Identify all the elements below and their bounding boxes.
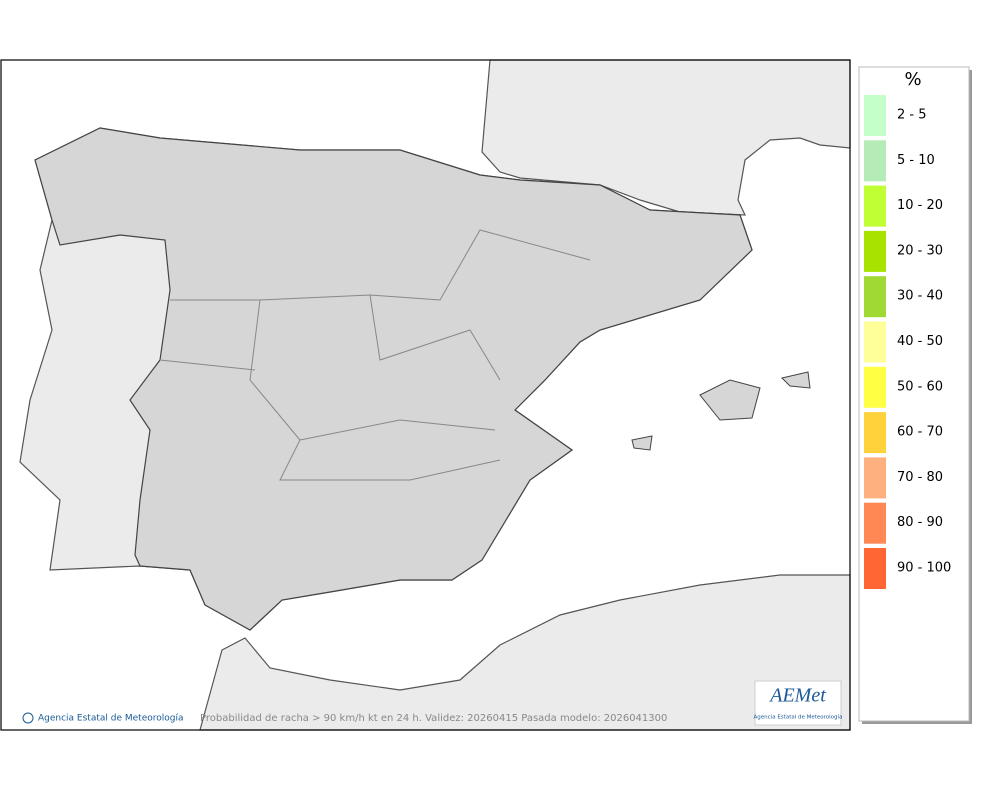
legend-label: 2 - 5 bbox=[897, 108, 927, 123]
map: Agencia Estatal de Meteorología Probabil… bbox=[0, 59, 851, 731]
legend-swatch bbox=[864, 140, 886, 182]
copyright-icon bbox=[22, 712, 34, 724]
logo-box bbox=[754, 680, 842, 726]
legend-label: 90 - 100 bbox=[897, 561, 951, 576]
region-borders bbox=[159, 229, 591, 481]
legend-label: 5 - 10 bbox=[897, 153, 935, 168]
legend-swatch bbox=[864, 366, 886, 408]
legend-swatch bbox=[864, 185, 886, 227]
legend: % 2 - 5 5 - 10 10 - 20 20 - 30 30 - 40 40 - 5… bbox=[858, 66, 972, 724]
legend-swatch bbox=[864, 276, 886, 318]
legend-label: 70 - 80 bbox=[897, 470, 943, 485]
legend-swatch bbox=[864, 548, 886, 589]
africa bbox=[199, 574, 851, 731]
menorca bbox=[781, 371, 811, 389]
legend-swatch bbox=[864, 321, 886, 363]
legend-label: 10 - 20 bbox=[897, 198, 943, 213]
legend-label: 50 - 60 bbox=[897, 379, 943, 394]
map-frame bbox=[0, 59, 851, 731]
legend-label: 60 - 70 bbox=[897, 425, 943, 440]
france bbox=[481, 59, 851, 216]
agency-text: Agencia Estatal de Meteorología bbox=[38, 714, 184, 724]
mallorca bbox=[699, 379, 761, 421]
legend-label: 40 - 50 bbox=[897, 334, 943, 349]
legend-label: 20 - 30 bbox=[897, 243, 943, 258]
legend-swatch bbox=[864, 457, 886, 499]
legend-title: % bbox=[904, 69, 921, 90]
spain bbox=[34, 127, 753, 631]
legend-swatch bbox=[864, 95, 886, 136]
logo-subtitle: Agencia Estatal de Meteorología bbox=[754, 714, 843, 721]
legend-swatch bbox=[864, 230, 886, 272]
logo-name: AEMet bbox=[768, 685, 826, 707]
legend-swatch bbox=[864, 502, 886, 544]
legend-label: 30 - 40 bbox=[897, 289, 943, 304]
legend-label: 80 - 90 bbox=[897, 515, 943, 530]
ibiza bbox=[631, 435, 653, 451]
legend-swatch bbox=[864, 412, 886, 454]
caption: Probabilidad de racha > 90 km/h kt en 24… bbox=[200, 713, 667, 724]
